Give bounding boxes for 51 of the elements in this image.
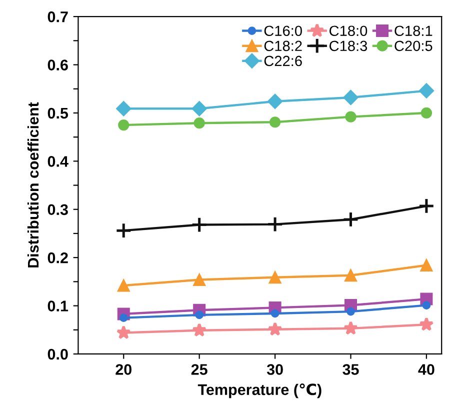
point (268, 322, 282, 336)
x-tick-label: 35 (342, 364, 359, 375)
y-tick-label: 0.7 (48, 11, 68, 22)
point (420, 107, 432, 119)
legend-label: C18:3 (330, 40, 368, 52)
y-axis-title: Distribution coefficient (27, 102, 39, 268)
point (267, 94, 283, 109)
point (419, 317, 434, 331)
point (266, 216, 284, 233)
point (344, 320, 358, 335)
x-tick-label: 30 (266, 364, 283, 375)
x-tick-label: 25 (191, 364, 208, 375)
y-tick-label: 0.3 (48, 204, 68, 216)
text: 0.0 (48, 348, 68, 360)
point (192, 101, 207, 116)
legend-label: C18:2 (264, 40, 302, 52)
legend-label: C18:0 (330, 26, 368, 36)
legend-label: C18:1 (394, 26, 432, 36)
y-tick-label: 0.1 (48, 300, 68, 312)
point (420, 259, 433, 272)
point (343, 90, 358, 106)
point (195, 310, 204, 320)
legend-label: C22:6 (264, 56, 302, 66)
y-tick-label: 0.5 (48, 108, 68, 119)
point (115, 222, 132, 239)
y-tick-label: 0.2 (48, 252, 68, 264)
legend-label: C16:0 (264, 26, 302, 36)
point (269, 116, 281, 128)
point (345, 111, 356, 122)
y-tick-label: 0.4 (48, 156, 68, 167)
point (192, 322, 207, 337)
point (418, 198, 435, 214)
point (418, 83, 434, 98)
point (116, 101, 132, 116)
point (342, 211, 359, 228)
point (268, 271, 282, 284)
point (194, 118, 205, 129)
legend-label: C20:5 (394, 40, 432, 52)
point (422, 301, 431, 310)
point (193, 273, 206, 286)
point (116, 325, 131, 340)
x-tick-label: 40 (418, 364, 434, 375)
x-axis-title: Temperature (℃) (198, 383, 322, 398)
point (117, 279, 130, 292)
point (191, 216, 208, 233)
point (344, 269, 357, 282)
x-tick-label: 20 (116, 364, 132, 375)
point (118, 119, 130, 131)
point (346, 307, 355, 316)
y-tick-label: 0.6 (48, 60, 68, 70)
point (270, 309, 280, 318)
